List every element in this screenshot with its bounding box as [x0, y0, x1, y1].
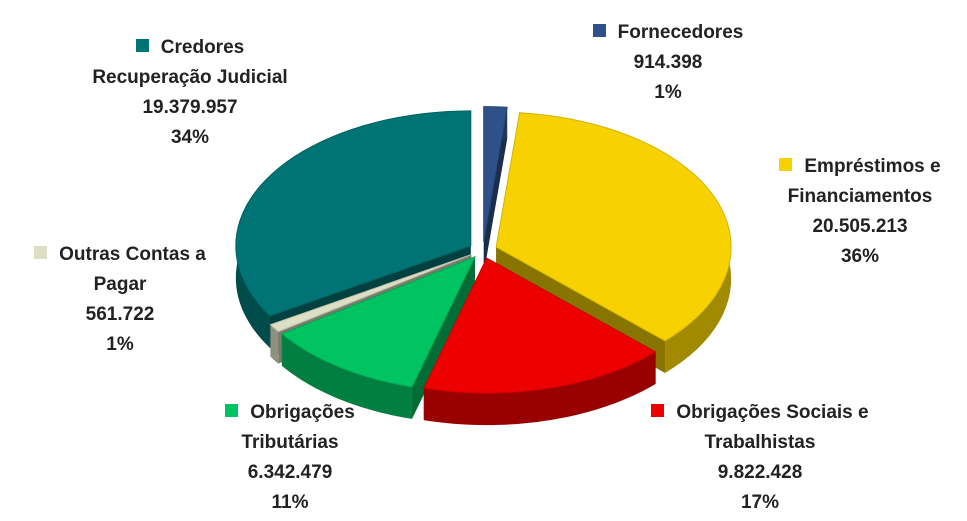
category-name: Obrigações Sociais e Trabalhistas	[676, 402, 869, 453]
percentage-label: 34%	[170, 127, 210, 148]
slice-side	[423, 351, 656, 426]
legend-swatch	[592, 24, 606, 37]
slice-side	[281, 333, 413, 419]
percentage-label: 36%	[840, 246, 880, 267]
legend-entry: Outras Contas a Pagar	[10, 240, 230, 300]
slice	[280, 255, 476, 388]
category-name: Obrigações Tributárias	[241, 402, 355, 453]
legend-swatch	[651, 404, 665, 417]
category-name: Credores Recuperação Judicial	[92, 37, 288, 88]
data-label: Outras Contas a Pagar 561.722 1%	[10, 240, 230, 360]
slice-side	[412, 256, 475, 419]
legend-swatch	[135, 39, 149, 52]
legend-entry: Fornecedores	[558, 18, 778, 48]
slice	[483, 106, 508, 242]
legend-entry: Obrigações Sociais e Trabalhistas	[650, 398, 870, 458]
percentage-label: 1%	[654, 82, 682, 103]
category-name: Empréstimos e Financiamentos	[787, 156, 941, 207]
value-label: 20.505.213	[812, 216, 908, 237]
legend-entry: Obrigações Tributárias	[180, 398, 400, 458]
legend-entry: Credores Recuperação Judicial	[80, 33, 300, 93]
category-name: Outras Contas a Pagar	[59, 244, 206, 295]
data-label: Empréstimos e Financiamentos 20.505.213 36…	[750, 152, 967, 272]
slice-side	[483, 107, 508, 274]
value-label: 914.398	[633, 52, 703, 73]
legend-swatch	[34, 246, 48, 259]
percentage-label: 1%	[106, 334, 134, 355]
data-label: Obrigações Sociais e Trabalhistas 9.822.4…	[650, 398, 870, 518]
legend-swatch	[779, 158, 793, 171]
value-label: 19.379.957	[142, 97, 238, 118]
data-label: Fornecedores 914.398 1%	[558, 18, 778, 108]
percentage-label: 11%	[271, 492, 309, 513]
slice	[495, 112, 732, 342]
data-label: Credores Recuperação Judicial 19.379.957 3…	[80, 33, 300, 153]
slice-side	[270, 324, 279, 364]
slice	[235, 110, 472, 317]
slice	[269, 254, 472, 333]
legend-swatch	[225, 404, 239, 417]
percentage-label: 17%	[740, 492, 780, 513]
legend-entry: Empréstimos e Financiamentos	[750, 152, 967, 212]
value-label: 9.822.428	[717, 462, 803, 483]
value-label: 561.722	[85, 304, 155, 325]
value-label: 6.342.479	[247, 462, 333, 483]
data-label: Obrigações Tributárias 6.342.479 11%	[180, 398, 400, 518]
category-name: Fornecedores	[617, 22, 744, 43]
slice	[423, 257, 657, 394]
